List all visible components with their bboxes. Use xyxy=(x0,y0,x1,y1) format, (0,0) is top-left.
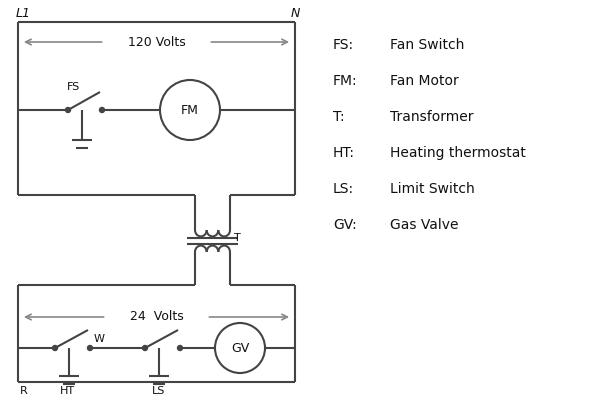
Text: N: N xyxy=(290,7,300,20)
Text: FS: FS xyxy=(66,82,80,92)
Text: Fan Switch: Fan Switch xyxy=(390,38,464,52)
Text: T:: T: xyxy=(333,110,345,124)
Circle shape xyxy=(65,108,70,112)
Text: W: W xyxy=(94,334,105,344)
Text: HT: HT xyxy=(60,386,74,396)
Text: 120 Volts: 120 Volts xyxy=(127,36,185,48)
Circle shape xyxy=(53,346,57,350)
Text: GV:: GV: xyxy=(333,218,357,232)
Text: Gas Valve: Gas Valve xyxy=(390,218,458,232)
Circle shape xyxy=(87,346,93,350)
Text: LS: LS xyxy=(152,386,166,396)
Circle shape xyxy=(178,346,182,350)
Text: R: R xyxy=(20,386,28,396)
Text: LS:: LS: xyxy=(333,182,354,196)
Text: GV: GV xyxy=(231,342,249,354)
Circle shape xyxy=(143,346,148,350)
Text: 24  Volts: 24 Volts xyxy=(130,310,183,324)
Text: FS:: FS: xyxy=(333,38,354,52)
Text: T: T xyxy=(234,233,241,243)
Text: HT:: HT: xyxy=(333,146,355,160)
Text: Limit Switch: Limit Switch xyxy=(390,182,475,196)
Text: FM: FM xyxy=(181,104,199,116)
Text: Fan Motor: Fan Motor xyxy=(390,74,459,88)
Text: L1: L1 xyxy=(16,7,31,20)
Text: FM:: FM: xyxy=(333,74,358,88)
Text: Transformer: Transformer xyxy=(390,110,474,124)
Circle shape xyxy=(100,108,104,112)
Text: Heating thermostat: Heating thermostat xyxy=(390,146,526,160)
